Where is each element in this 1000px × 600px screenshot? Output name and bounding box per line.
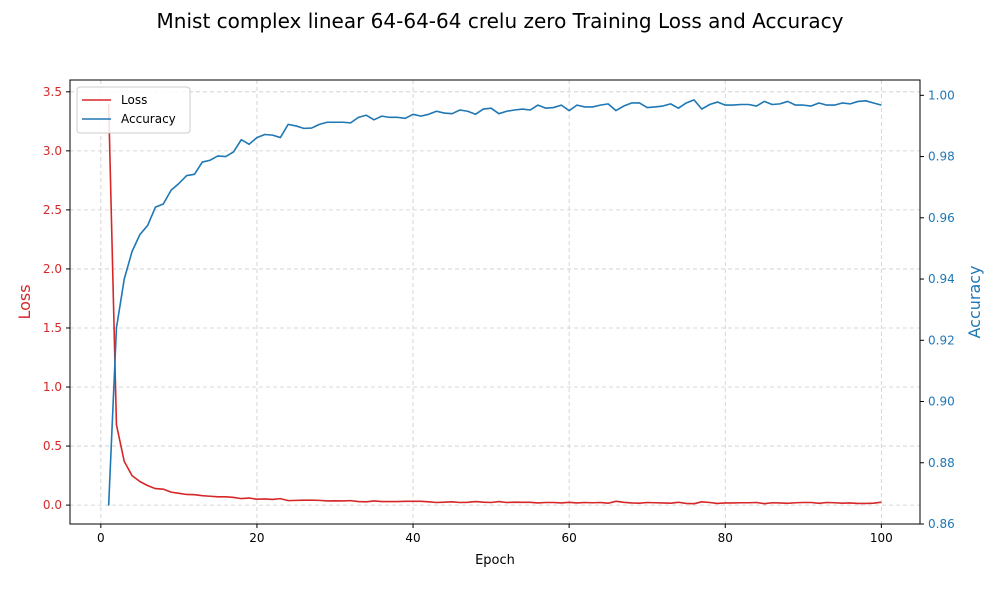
x-tick-label: 0 bbox=[97, 531, 105, 545]
y-right-tick-label: 0.86 bbox=[928, 517, 955, 531]
y-left-tick-label: 0.5 bbox=[43, 439, 62, 453]
grid bbox=[70, 80, 920, 524]
series-line-loss bbox=[107, 103, 882, 505]
x-tick-label: 60 bbox=[562, 531, 577, 545]
x-axis-label: Epoch bbox=[475, 553, 515, 568]
y-right-tick-label: 0.98 bbox=[928, 150, 955, 164]
y-left-tick-label: 3.0 bbox=[43, 144, 62, 158]
y-left-tick-label: 2.5 bbox=[43, 203, 62, 217]
legend-box bbox=[76, 86, 191, 134]
y-axis-left: 0.0 0.5 1.0 1.5 2.0 2.5 3.0 3.5 bbox=[43, 85, 70, 512]
y-axis-right-label: Accuracy bbox=[965, 265, 984, 338]
y-left-tick-label: 1.5 bbox=[43, 321, 62, 335]
y-right-tick-label: 0.90 bbox=[928, 395, 955, 409]
y-right-tick-label: 1.00 bbox=[928, 88, 955, 102]
x-tick-label: 20 bbox=[249, 531, 264, 545]
x-tick-label: 40 bbox=[405, 531, 420, 545]
x-axis: 0 20 40 60 80 100 bbox=[97, 524, 893, 545]
y-axis-right: 0.86 0.88 0.90 0.92 0.94 0.96 0.98 1.00 bbox=[920, 88, 955, 531]
x-tick-label: 80 bbox=[718, 531, 733, 545]
plot-frame bbox=[69, 79, 921, 525]
y-axis-left-label: Loss bbox=[15, 284, 34, 319]
legend: Loss Accuracy bbox=[76, 86, 191, 134]
series-layer bbox=[107, 99, 882, 506]
y-right-tick-label: 0.92 bbox=[928, 333, 955, 347]
legend-label-accuracy: Accuracy bbox=[121, 112, 176, 126]
x-tick-label: 100 bbox=[870, 531, 893, 545]
series-line-accuracy bbox=[107, 99, 882, 506]
y-right-tick-label: 0.88 bbox=[928, 456, 955, 470]
y-left-tick-label: 2.0 bbox=[43, 262, 62, 276]
legend-label-loss: Loss bbox=[121, 93, 147, 107]
y-left-tick-label: 3.5 bbox=[43, 85, 62, 99]
chart-title: Mnist complex linear 64-64-64 crelu zero… bbox=[157, 9, 844, 33]
y-left-tick-label: 0.0 bbox=[43, 498, 62, 512]
y-right-tick-label: 0.96 bbox=[928, 211, 955, 225]
y-left-tick-label: 1.0 bbox=[43, 380, 62, 394]
y-right-tick-label: 0.94 bbox=[928, 272, 955, 286]
